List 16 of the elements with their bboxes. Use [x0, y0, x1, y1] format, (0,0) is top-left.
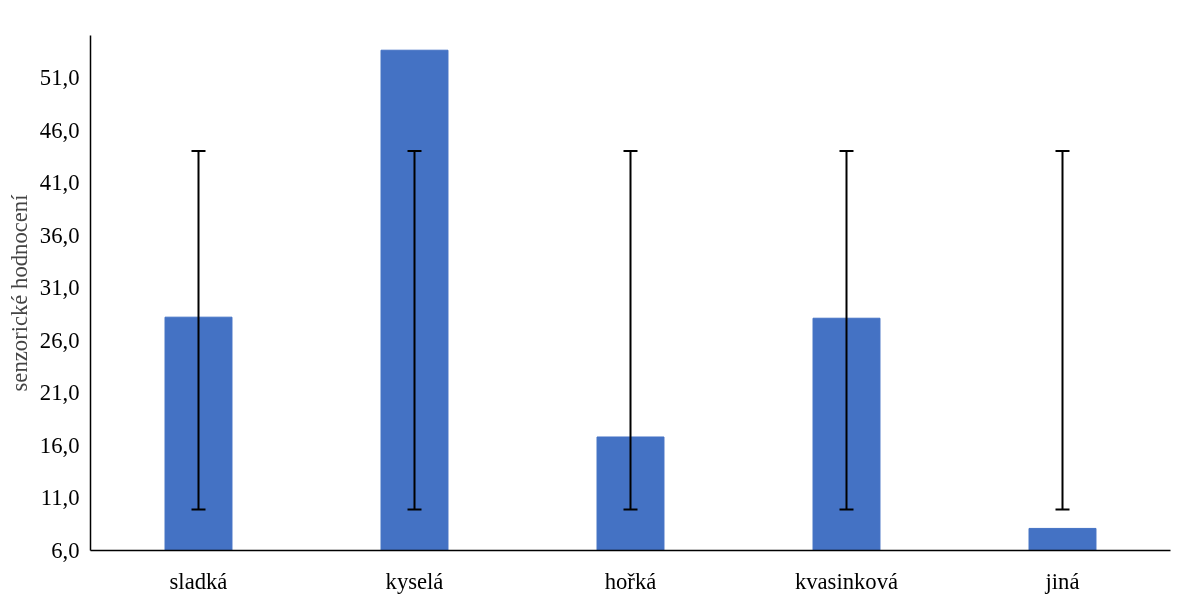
y-tick-label: 36,0 [39, 222, 80, 248]
x-tick-label: jiná [1044, 568, 1080, 594]
y-tick-label: 21,0 [39, 380, 80, 406]
y-tick-label: 6,0 [51, 538, 80, 563]
y-tick-label: 11,0 [40, 485, 80, 511]
y-tick-label: 26,0 [39, 327, 80, 353]
y-tick-label: 41,0 [39, 170, 80, 196]
x-tick-label: kvasinková [794, 568, 899, 594]
y-tick-label: 31,0 [39, 275, 80, 301]
y-tick-label: 46,0 [39, 117, 80, 143]
x-tick-label: kyselá [385, 568, 444, 594]
y-tick-label: 51,0 [39, 65, 80, 91]
y-tick-label: 16,0 [39, 432, 80, 458]
y-axis-title: senzorické hodnocení [6, 193, 32, 392]
x-tick-label: sladká [169, 568, 228, 594]
x-tick-label: hořká [604, 568, 657, 594]
